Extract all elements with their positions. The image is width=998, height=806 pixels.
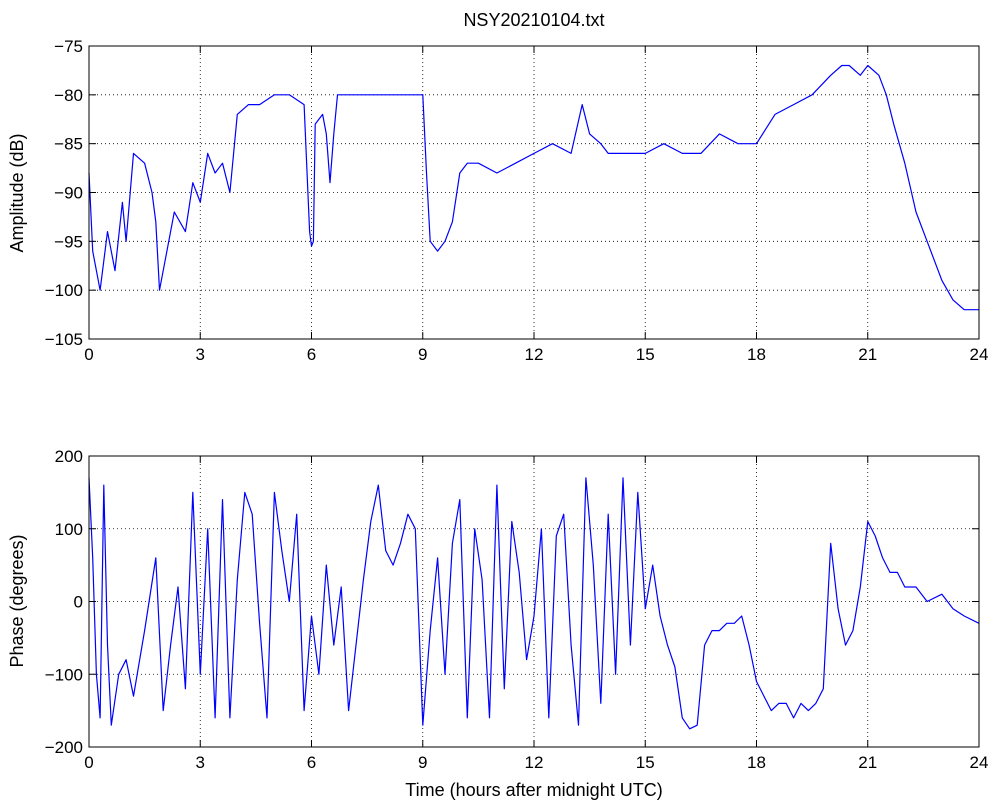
amplitude-x-tick-label: 24 <box>970 345 989 364</box>
amplitude-x-tick-label: 15 <box>636 345 655 364</box>
amplitude-x-tick-label: 12 <box>525 345 544 364</box>
amplitude-y-tick-label: −75 <box>54 37 83 56</box>
amplitude-x-tick-label: 6 <box>307 345 316 364</box>
amplitude-x-tick-label: 0 <box>84 345 93 364</box>
phase-x-tick-label: 6 <box>307 753 316 772</box>
amplitude-x-tick-label: 3 <box>196 345 205 364</box>
x-axis-label: Time (hours after midnight UTC) <box>405 780 662 800</box>
phase-x-tick-label: 0 <box>84 753 93 772</box>
phase-x-tick-label: 9 <box>418 753 427 772</box>
amplitude-series-line <box>88 64 979 311</box>
phase-x-tick-label: 18 <box>747 753 766 772</box>
phase-x-tick-label: 12 <box>525 753 544 772</box>
phase-y-tick-label: 200 <box>55 447 83 466</box>
phase-y-tick-label: 100 <box>55 520 83 539</box>
amplitude-y-tick-label: −85 <box>54 135 83 154</box>
amplitude-y-tick-label: −90 <box>54 184 83 203</box>
phase-x-tick-label: 15 <box>636 753 655 772</box>
phase-x-tick-label: 3 <box>196 753 205 772</box>
amplitude-y-tick-label: −95 <box>54 232 83 251</box>
phase-y-tick-label: 0 <box>74 593 83 612</box>
amplitude-y-tick-label: −100 <box>45 281 83 300</box>
amplitude-x-tick-label: 18 <box>747 345 766 364</box>
amplitude-x-tick-label: 21 <box>858 345 877 364</box>
phase-x-tick-label: 24 <box>970 753 989 772</box>
phase-y-tick-label: −200 <box>45 738 83 757</box>
phase-y-tick-label: −100 <box>45 665 83 684</box>
phase-y-axis-label: Phase (degrees) <box>7 534 27 667</box>
amplitude-y-axis-label: Amplitude (dB) <box>7 133 27 252</box>
phase-series-line <box>88 477 980 730</box>
amplitude-x-tick-label: 9 <box>418 345 427 364</box>
phase-x-tick-label: 21 <box>858 753 877 772</box>
amplitude-plot: 0 3 6 9 12 15 18 21 24 −105 −100 −95 −90 −85 −80 −75 <box>45 37 989 364</box>
phase-plot: 0 3 6 9 12 15 18 21 24 −200 −100 0 100 200 <box>45 447 989 772</box>
amplitude-y-tick-label: −105 <box>45 330 83 349</box>
chart-title: NSY20210104.txt <box>463 10 604 30</box>
amplitude-y-tick-label: −80 <box>54 86 83 105</box>
